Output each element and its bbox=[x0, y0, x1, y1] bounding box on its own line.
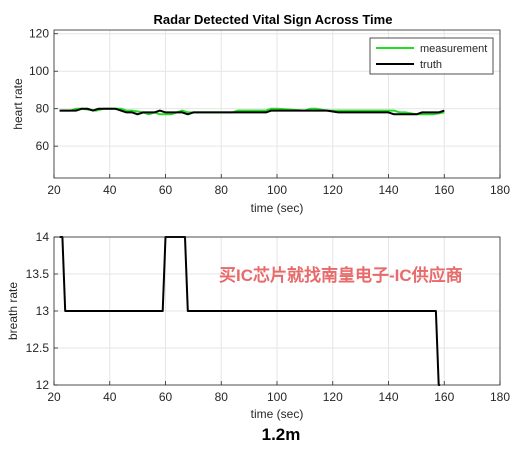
breath-rate-series bbox=[59, 236, 441, 386]
heart-rate-y-tick-label: 80 bbox=[36, 102, 50, 116]
breath-rate-y-tick-label: 12.5 bbox=[26, 341, 50, 355]
chart-title: Radar Detected Vital Sign Across Time bbox=[154, 12, 393, 27]
heart-rate-x-tick-label: 40 bbox=[103, 183, 117, 197]
distance-caption: 1.2m bbox=[262, 425, 301, 444]
heart-rate-x-tick-label: 160 bbox=[434, 183, 454, 197]
heart-rate-y-ticks: 60 80 100 120 bbox=[29, 27, 58, 153]
heart-rate-x-axis-label: time (sec) bbox=[251, 201, 304, 215]
heart-rate-chart: Radar Detected Vital Sign Across Time 20… bbox=[11, 12, 510, 215]
watermark-text: 买IC芯片就找南皇电子-IC供应商 bbox=[219, 265, 463, 285]
breath-rate-x-tick-label: 120 bbox=[323, 390, 343, 404]
breath-rate-x-tick-label: 60 bbox=[159, 390, 173, 404]
breath-rate-chart: 20 40 60 80 100 120 140 160 180 12 12.5 13 13.5 14 t… bbox=[6, 230, 510, 421]
legend: measurement truth bbox=[369, 37, 494, 75]
heart-rate-x-tick-label: 120 bbox=[323, 183, 343, 197]
legend-box bbox=[369, 37, 494, 75]
heart-rate-series-truth bbox=[59, 107, 445, 116]
breath-rate-y-tick-label: 13 bbox=[36, 304, 50, 318]
breath-rate-y-tick-label: 12 bbox=[36, 378, 50, 392]
breath-rate-series-line bbox=[59, 236, 441, 386]
legend-label-measurement: measurement bbox=[420, 43, 487, 55]
breath-rate-x-ticks: 20 40 60 80 100 120 140 160 180 bbox=[47, 381, 510, 404]
heart-rate-x-tick-label: 20 bbox=[47, 183, 61, 197]
heart-rate-x-tick-label: 180 bbox=[490, 183, 510, 197]
breath-rate-y-axis-label: breath rate bbox=[6, 282, 20, 340]
heart-rate-x-tick-label: 140 bbox=[378, 183, 398, 197]
breath-rate-x-tick-label: 180 bbox=[490, 390, 510, 404]
breath-rate-x-tick-label: 20 bbox=[47, 390, 61, 404]
heart-rate-y-tick-label: 100 bbox=[29, 64, 49, 78]
breath-rate-x-tick-label: 80 bbox=[215, 390, 229, 404]
breath-rate-y-tick-label: 13.5 bbox=[26, 267, 50, 281]
breath-rate-x-tick-label: 140 bbox=[378, 390, 398, 404]
breath-rate-x-tick-label: 100 bbox=[267, 390, 287, 404]
heart-rate-x-tick-label: 80 bbox=[215, 183, 229, 197]
heart-rate-y-tick-label: 120 bbox=[29, 27, 49, 41]
breath-rate-x-axis-label: time (sec) bbox=[251, 407, 304, 421]
heart-rate-series bbox=[59, 107, 445, 116]
breath-rate-y-tick-label: 14 bbox=[36, 230, 50, 244]
heart-rate-x-tick-label: 60 bbox=[159, 183, 173, 197]
breath-rate-y-ticks: 12 12.5 13 13.5 14 bbox=[26, 230, 58, 392]
breath-rate-x-tick-label: 160 bbox=[434, 390, 454, 404]
breath-rate-x-tick-label: 40 bbox=[103, 390, 117, 404]
heart-rate-x-ticks: 20 40 60 80 100 120 140 160 180 bbox=[47, 174, 510, 197]
heart-rate-y-axis-label: heart rate bbox=[11, 78, 25, 130]
heart-rate-y-tick-label: 60 bbox=[36, 139, 50, 153]
heart-rate-x-tick-label: 100 bbox=[267, 183, 287, 197]
legend-label-truth: truth bbox=[420, 59, 442, 71]
